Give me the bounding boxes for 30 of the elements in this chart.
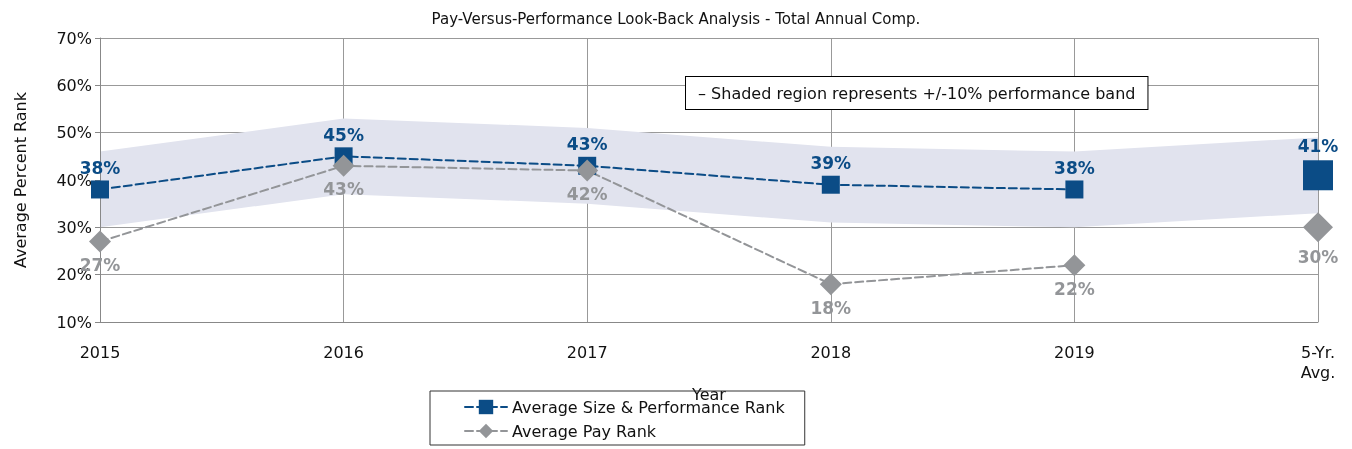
y-axis-title: Average Percent Rank (10, 91, 30, 269)
data-label: 38% (1054, 157, 1095, 178)
x-tick-label: 2016 (323, 342, 364, 362)
y-tick-label: 60% (56, 75, 92, 95)
data-label: 41% (1297, 135, 1339, 156)
data-label: 43% (323, 179, 364, 200)
point (1065, 180, 1084, 199)
x-tick-label: 2015 (79, 342, 121, 362)
point (89, 230, 111, 253)
x-tick-label: 5-Yr. Avg. (1300, 342, 1336, 382)
legend-label: Average Pay Rank (512, 421, 657, 441)
data-label: 42% (566, 184, 608, 205)
point (819, 273, 842, 296)
point (1063, 254, 1086, 277)
point (821, 175, 840, 194)
y-tick-label: 10% (56, 312, 92, 332)
y-tick-label: 50% (56, 123, 92, 143)
data-label: 43% (566, 134, 608, 155)
point (576, 159, 599, 182)
x-tick-label: 2019 (1054, 342, 1095, 362)
y-tick-label: 70% (56, 28, 92, 48)
data-label: 39% (810, 153, 852, 174)
chart-title: Pay-Versus-Performance Look-Back Analysis - Total Annual Comp. (431, 9, 921, 28)
x-tick-label: 2018 (810, 342, 852, 362)
data-label: 45% (323, 124, 364, 145)
y-tick-label: 30% (56, 217, 92, 237)
point (91, 180, 109, 199)
x-tick-label: 2017 (566, 342, 608, 362)
annotation: – Shaded region represents +/-10% performance band (698, 83, 1136, 103)
point (332, 154, 355, 177)
